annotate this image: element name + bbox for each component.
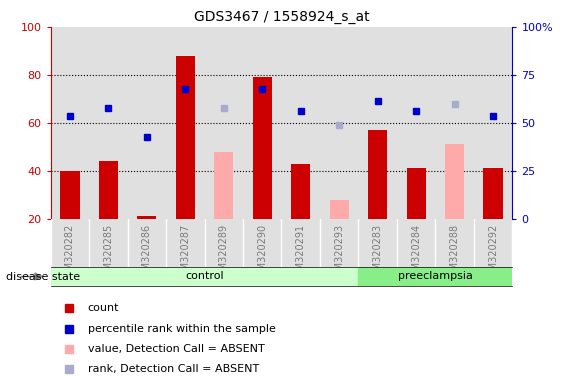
Bar <box>128 219 166 267</box>
Bar <box>320 27 359 219</box>
Bar <box>243 219 282 267</box>
Text: disease state: disease state <box>6 272 80 282</box>
Bar <box>89 219 128 267</box>
Bar <box>329 200 349 219</box>
Text: count: count <box>88 303 119 313</box>
Bar <box>397 219 435 267</box>
Bar <box>435 27 474 219</box>
Bar <box>282 27 320 219</box>
Bar <box>166 219 204 267</box>
Text: value, Detection Call = ABSENT: value, Detection Call = ABSENT <box>88 344 265 354</box>
Bar <box>359 219 397 267</box>
Bar <box>474 219 512 267</box>
Text: preeclampsia: preeclampsia <box>398 271 473 281</box>
Bar <box>204 27 243 219</box>
Bar <box>176 56 195 219</box>
Text: control: control <box>185 271 224 281</box>
Bar <box>128 27 166 219</box>
Bar <box>89 27 128 219</box>
Bar <box>474 27 512 219</box>
Bar <box>214 152 234 219</box>
Bar <box>51 27 89 219</box>
Bar <box>359 27 397 219</box>
Bar <box>406 169 426 219</box>
Bar <box>397 27 435 219</box>
Bar <box>243 27 282 219</box>
Bar <box>359 267 512 286</box>
Text: percentile rank within the sample: percentile rank within the sample <box>88 324 275 334</box>
Bar <box>99 161 118 219</box>
Text: rank, Detection Call = ABSENT: rank, Detection Call = ABSENT <box>88 364 259 374</box>
Bar <box>484 169 503 219</box>
Bar <box>320 219 359 267</box>
Title: GDS3467 / 1558924_s_at: GDS3467 / 1558924_s_at <box>194 10 369 25</box>
Bar <box>137 217 157 219</box>
Bar <box>166 27 204 219</box>
Bar <box>253 77 272 219</box>
Bar <box>435 219 474 267</box>
Bar <box>60 171 79 219</box>
Bar <box>282 219 320 267</box>
Bar <box>291 164 310 219</box>
Bar <box>445 144 464 219</box>
Bar <box>368 130 387 219</box>
Bar <box>51 219 89 267</box>
Bar <box>204 219 243 267</box>
Bar <box>51 267 359 286</box>
